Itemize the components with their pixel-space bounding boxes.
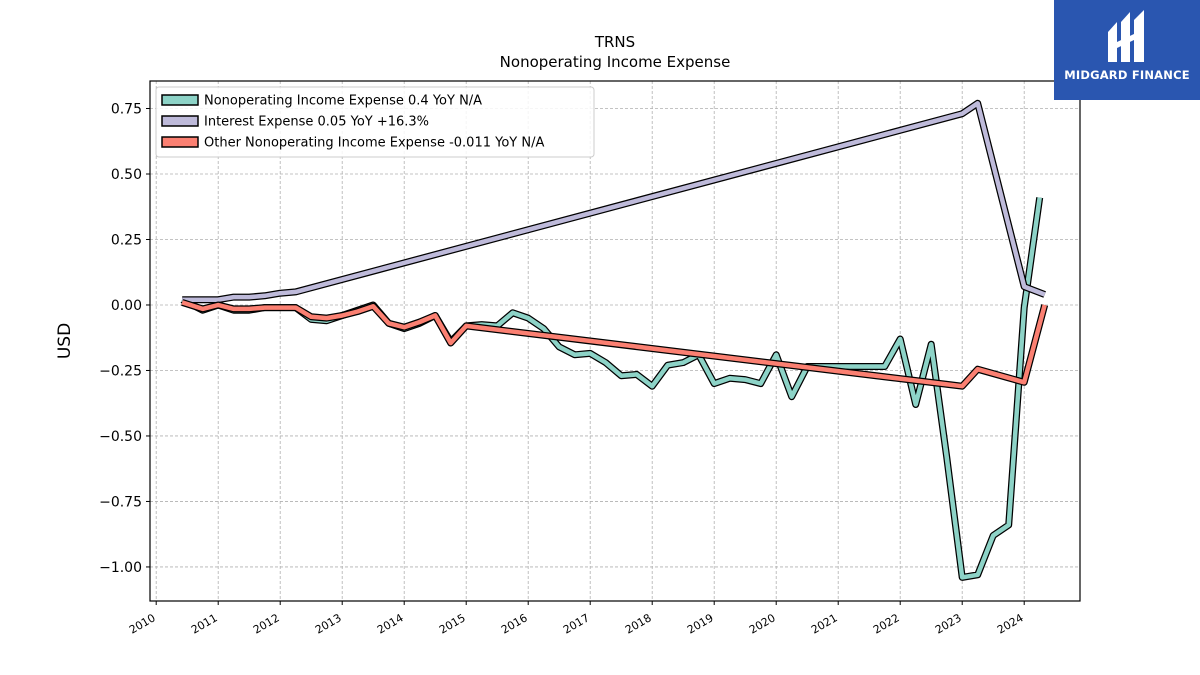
x-tick-label: 2023 [933, 611, 964, 636]
x-tick-label: 2012 [251, 611, 282, 636]
legend-box [155, 86, 595, 158]
y-tick-label: 0.75 [111, 102, 142, 118]
y-tick-label: 0.25 [111, 232, 142, 248]
y-tick-label: −0.75 [99, 494, 142, 510]
legend: Nonoperating Income Expense 0.4 YoY N/A I… [155, 86, 595, 158]
y-axis-label: USD [55, 323, 75, 359]
x-tick-label: 2021 [809, 611, 840, 636]
midgard-logo-icon [1108, 10, 1144, 62]
x-tick-label: 2015 [437, 611, 468, 636]
x-tick-label: 2014 [375, 611, 406, 636]
series-line-1 [181, 197, 1042, 580]
legend-swatch [161, 94, 199, 106]
x-tick-label: 2013 [313, 611, 344, 636]
x-tick-label: 2020 [747, 611, 778, 636]
chart-title: TRNS [594, 33, 635, 51]
y-tick-label: −0.25 [99, 363, 142, 379]
x-tick-label: 2018 [623, 611, 654, 636]
x-tick-label: 2019 [685, 611, 716, 636]
legend-label: Interest Expense 0.05 YoY +16.3% [204, 115, 429, 130]
legend-swatch [161, 136, 199, 148]
brand-name: MIDGARD FINANCE [1064, 68, 1190, 82]
series-line-2 [182, 101, 1046, 302]
legend-label: Other Nonoperating Income Expense -0.011… [204, 136, 544, 151]
series-line-3 [181, 300, 1047, 389]
y-tick-label: 0.50 [111, 167, 142, 183]
x-tick-label: 2024 [995, 611, 1026, 636]
brand-logo: MIDGARD FINANCE [1054, 0, 1200, 100]
x-tick-label: 2017 [561, 611, 592, 636]
x-tick-label: 2010 [127, 611, 158, 636]
x-tick-label: 2011 [189, 611, 220, 636]
legend-swatch [161, 115, 199, 127]
y-tick-label: 0.00 [111, 298, 142, 314]
legend-label: Nonoperating Income Expense 0.4 YoY N/A [204, 94, 482, 109]
chart-subtitle: Nonoperating Income Expense [500, 53, 731, 71]
y-tick-label: −1.00 [99, 560, 142, 576]
plot-frame [149, 80, 1081, 602]
x-tick-label: 2022 [871, 611, 902, 636]
y-tick-label: −0.50 [99, 429, 142, 445]
x-tick-label: 2016 [499, 611, 530, 636]
series-layer [180, 99, 1049, 581]
